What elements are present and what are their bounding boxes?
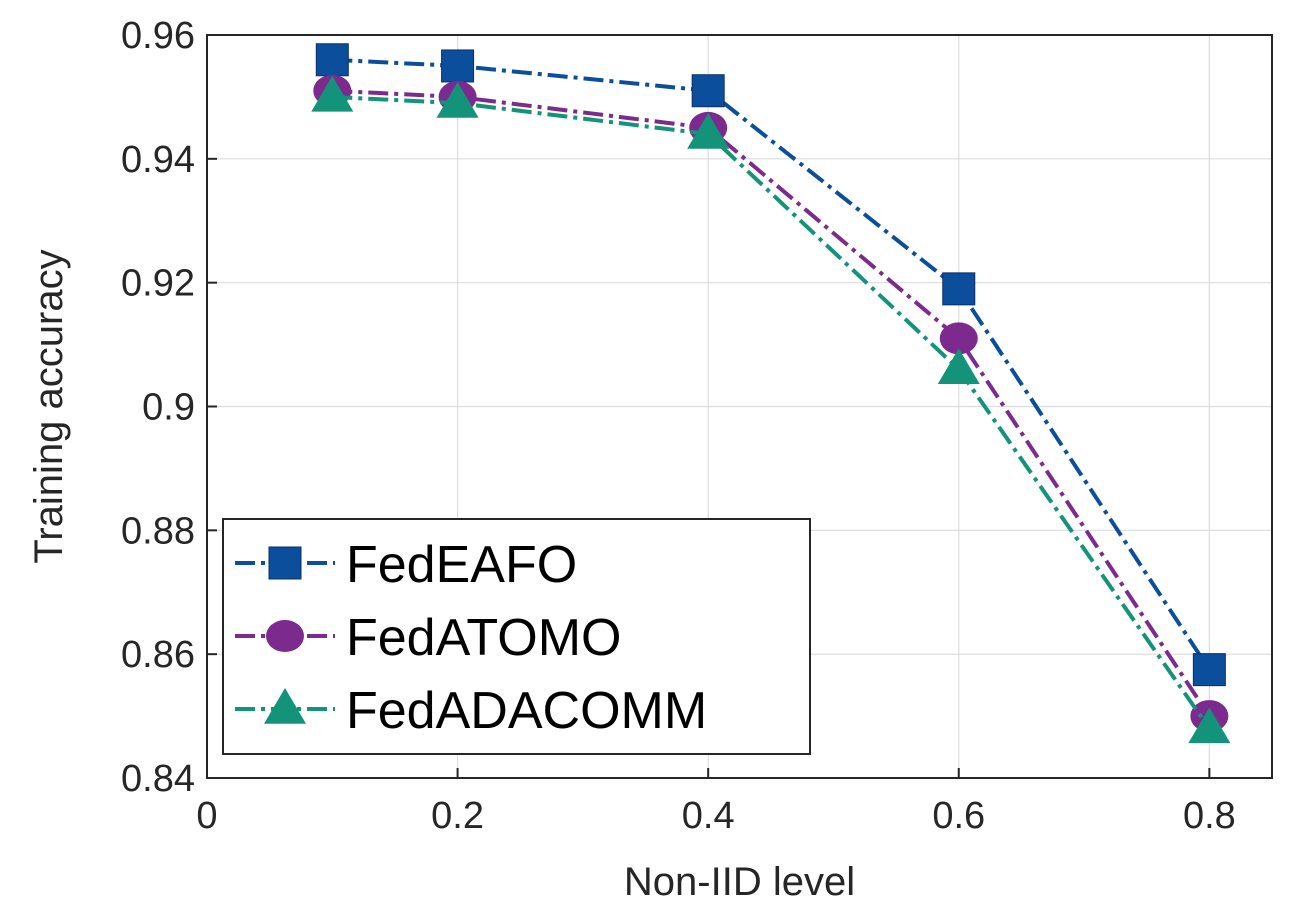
x-tick-label: 0	[196, 795, 217, 837]
data-point	[691, 74, 725, 108]
legend-marker	[266, 620, 304, 652]
data-point	[687, 113, 730, 149]
legend-item: FedATOMO	[235, 609, 621, 667]
legend-label: FedADACOMM	[346, 682, 707, 740]
legend-label: FedEAFO	[346, 536, 577, 594]
x-axis-label: Non-IID level	[624, 860, 855, 904]
data-point	[1192, 653, 1226, 687]
legend-marker	[264, 688, 306, 724]
y-tick-label: 0.86	[121, 634, 195, 676]
legend: FedEAFO FedATOMO FedADACOMM	[222, 518, 811, 755]
data-point	[939, 322, 978, 355]
x-axis-ticks: 0 0.2 0.4 0.6 0.8	[196, 768, 1236, 837]
data-point	[311, 75, 354, 112]
y-tick-label: 0.88	[121, 510, 195, 552]
legend-item: FedEAFO	[235, 536, 577, 594]
data-point	[942, 272, 976, 306]
data-point	[441, 49, 475, 83]
y-axis-label: Training accuracy	[27, 249, 71, 563]
legend-label: FedATOMO	[346, 609, 621, 667]
y-tick-label: 0.92	[121, 263, 195, 305]
y-tick-label: 0.84	[121, 758, 195, 800]
x-tick-label: 0.8	[1183, 795, 1236, 837]
x-tick-label: 0.6	[932, 795, 985, 837]
data-point	[436, 82, 479, 118]
y-tick-label: 0.94	[121, 139, 195, 181]
legend-item: FedADACOMM	[235, 682, 707, 740]
y-tick-label: 0.96	[121, 15, 195, 57]
series-FedADACOMM	[311, 75, 1231, 744]
legend-marker	[268, 546, 302, 580]
y-tick-label: 0.9	[142, 387, 195, 429]
data-point	[937, 348, 980, 385]
series-group	[311, 43, 1231, 744]
data-point	[1188, 707, 1231, 744]
x-tick-label: 0.4	[682, 795, 735, 837]
y-axis-ticks: 0.84 0.86 0.88 0.9 0.92 0.94 0.96	[121, 15, 217, 800]
data-point	[315, 43, 349, 77]
x-tick-label: 0.2	[431, 795, 484, 837]
series-FedEAFO	[315, 43, 1226, 687]
